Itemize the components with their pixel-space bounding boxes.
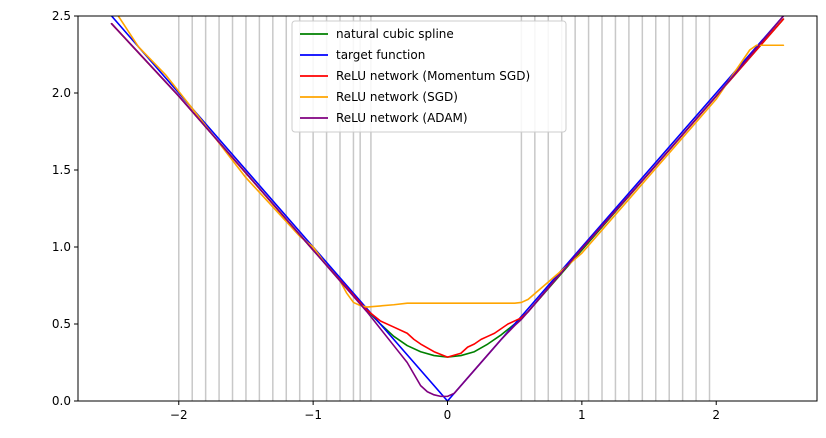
y-tick-label: 2.5	[52, 9, 71, 23]
y-tick-label: 0.5	[52, 317, 71, 331]
y-tick-label: 2.0	[52, 86, 71, 100]
y-tick-label: 1.5	[52, 163, 71, 177]
x-tick-label: 0	[444, 408, 452, 422]
series-lines	[110, 16, 785, 401]
legend-label: target function	[336, 48, 425, 62]
x-tick-label: 2	[712, 408, 720, 422]
x-tick-label: −2	[170, 408, 188, 422]
legend-box	[291, 20, 567, 133]
legend-label: ReLU network (Momentum SGD)	[336, 69, 530, 83]
legend-label: ReLU network (SGD)	[336, 90, 458, 104]
y-tick-label: 1.0	[52, 240, 71, 254]
x-tick-label: −1	[304, 408, 322, 422]
y-tick-label: 0.0	[52, 394, 71, 408]
legend-label: ReLU network (ADAM)	[336, 111, 468, 125]
legend: natural cubic spline target function ReLU …	[291, 20, 567, 133]
series-line-relu-network-adam	[110, 16, 785, 398]
series-line-target-function	[110, 16, 785, 401]
y-axis: 0.0 0.5 1.0 1.5 2.0 2.5	[52, 9, 78, 408]
x-axis: −2 −1 0 1 2	[170, 401, 720, 422]
legend-label: natural cubic spline	[336, 27, 454, 41]
x-tick-label: 1	[578, 408, 586, 422]
